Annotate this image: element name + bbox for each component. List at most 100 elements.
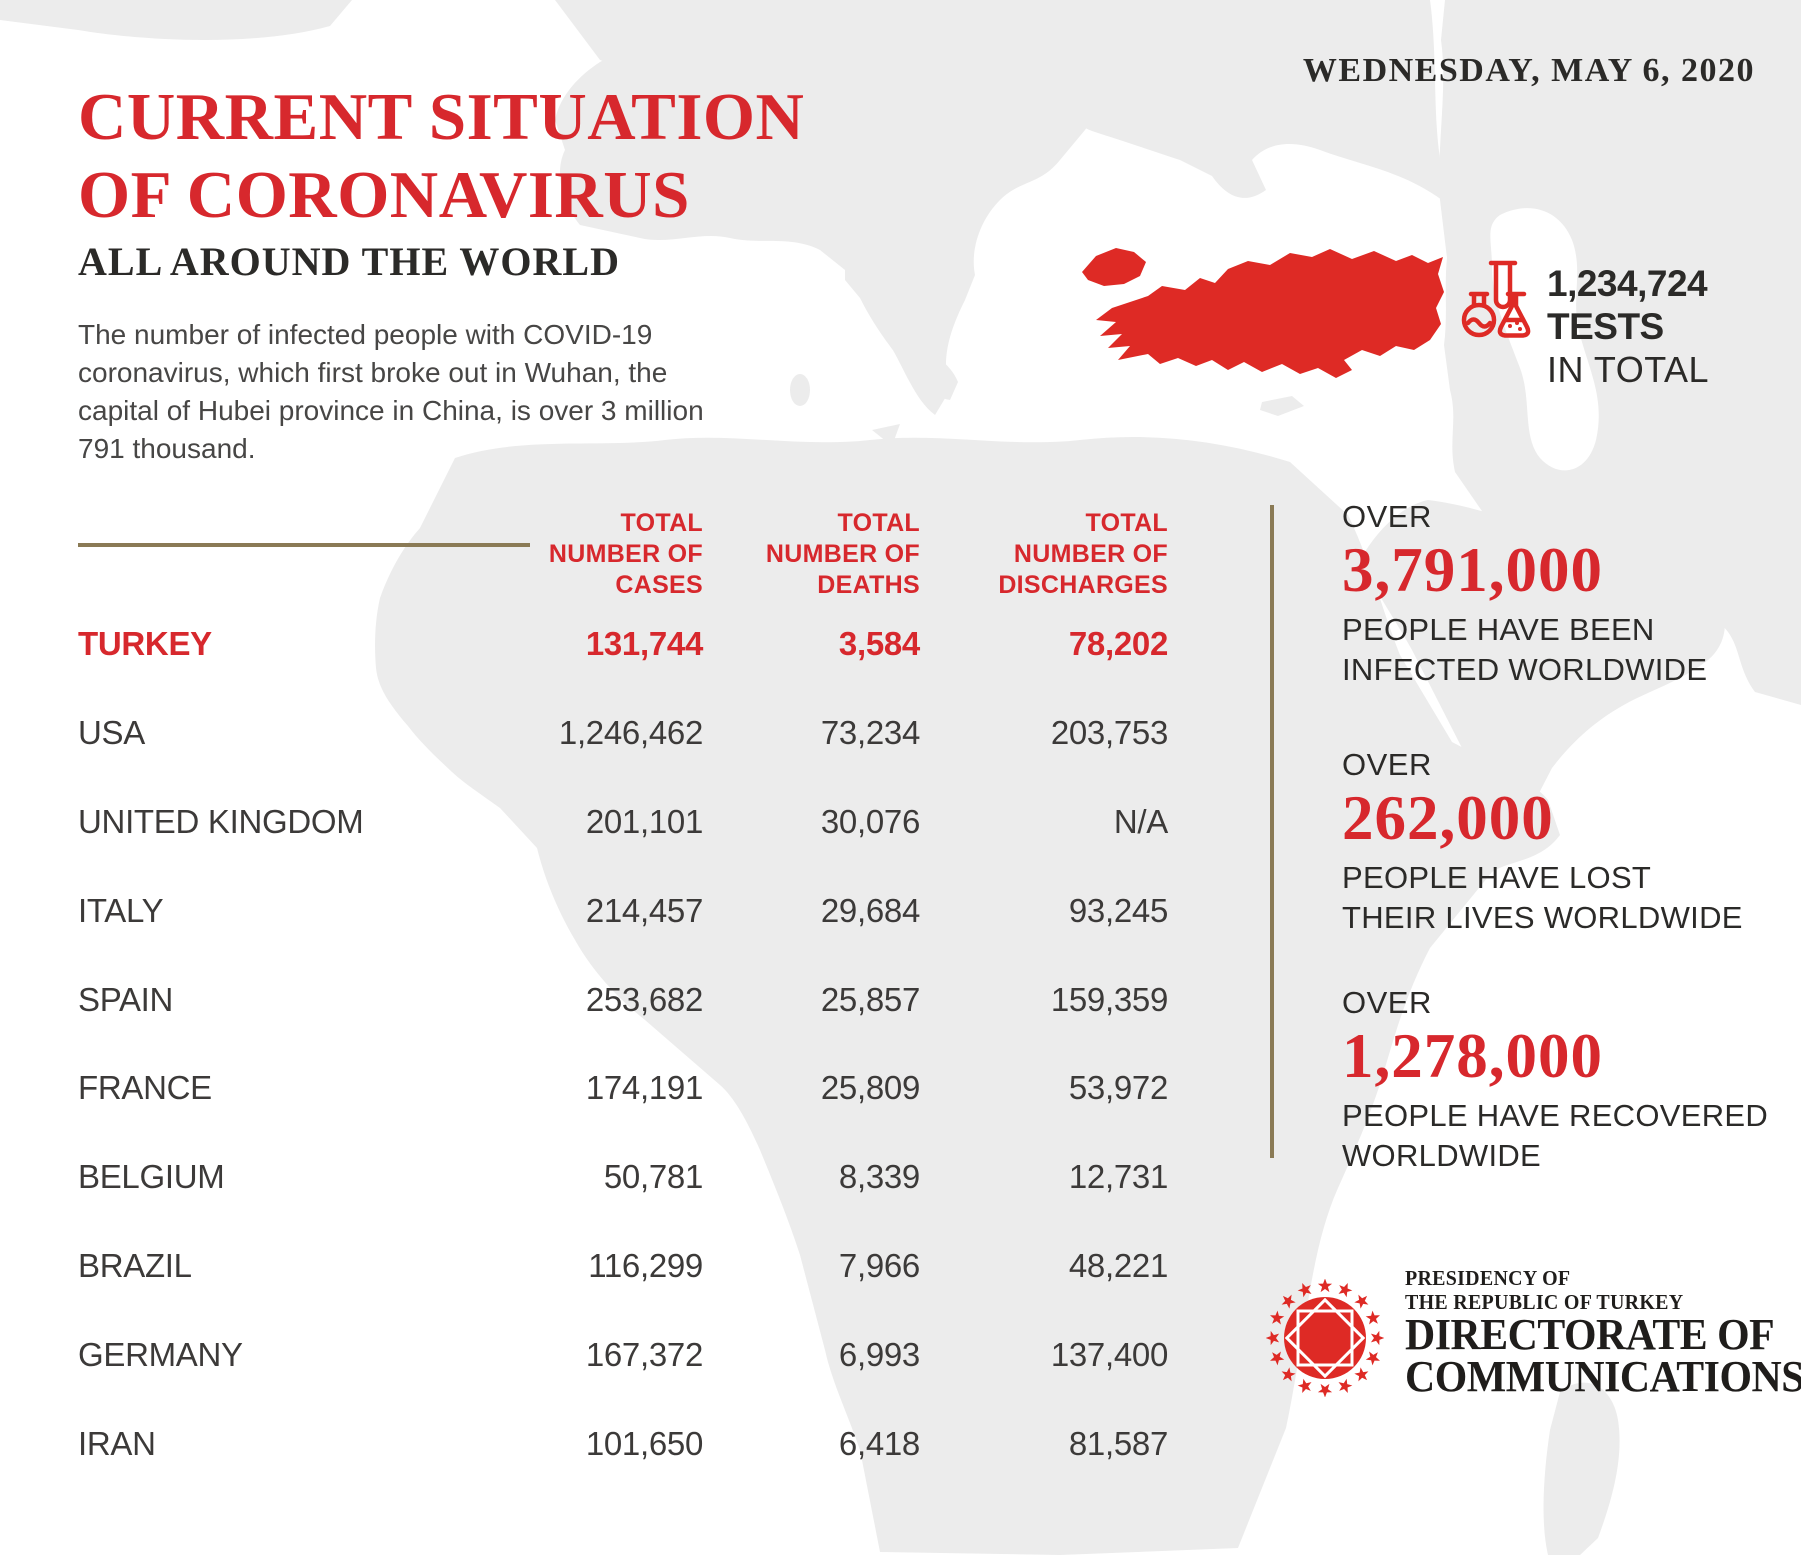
discharges-value: 93,245 [1068, 891, 1168, 929]
cases-value: 174,191 [585, 1069, 703, 1107]
stat-desc-line: WORLDWIDE [1342, 1138, 1542, 1173]
stat-recovered-worldwide: OVER 1,278,000 PEOPLE HAVE RECOVERED WOR… [1342, 986, 1801, 1176]
intro-line: capital of Hubei province in China, is o… [78, 395, 704, 426]
stat-over-label: OVER [1342, 985, 1432, 1020]
stat-value: 262,000 [1342, 783, 1554, 853]
intro-line: coronavirus, which first broke out in Wu… [78, 357, 668, 388]
country-table: TURKEY 131,744 3,584 78,202 USA 1,246,46… [78, 600, 1168, 1488]
map-land-africa [375, 436, 1561, 1555]
round-flask-bowl [1461, 302, 1497, 338]
map-island-sardinia [790, 374, 810, 406]
map-caspian-sea [1490, 208, 1599, 471]
table-header-row: TOTAL NUMBER OF CASES TOTAL NUMBER OF DE… [78, 508, 1168, 601]
map-turkey-highlight [1096, 249, 1444, 378]
map-land-italy [845, 260, 958, 400]
map-land-northwest [0, 0, 352, 40]
discharges-value: 12,731 [1068, 1158, 1168, 1196]
header-total-discharges: TOTAL NUMBER OF DISCHARGES [998, 509, 1168, 599]
country-label: BELGIUM [78, 1158, 225, 1196]
header-spacer [78, 508, 418, 601]
deaths-value: 25,809 [820, 1069, 920, 1107]
table-row-iran: IRAN 101,650 6,418 81,587 [78, 1399, 1168, 1488]
map-turkey-thrace [1082, 248, 1146, 286]
cases-value: 50,781 [603, 1158, 703, 1196]
stat-value: 3,791,000 [1342, 535, 1603, 605]
deaths-value: 73,234 [820, 714, 920, 752]
deaths-value: 25,857 [820, 980, 920, 1018]
country-label: ITALY [78, 891, 164, 929]
cases-value: 1,246,462 [558, 714, 703, 752]
cases-value: 101,650 [585, 1424, 703, 1462]
stat-desc-line: PEOPLE HAVE LOST [1342, 860, 1652, 895]
discharges-value: N/A [1113, 802, 1168, 840]
header-total-deaths: TOTAL NUMBER OF DEATHS [765, 509, 920, 599]
tests-total-label: IN TOTAL [1547, 349, 1710, 390]
deaths-value: 6,418 [838, 1424, 920, 1462]
stat-desc-line: INFECTED WORLDWIDE [1342, 652, 1708, 687]
tests-total-block: 1,234,724 TESTS IN TOTAL [1547, 262, 1801, 391]
deaths-value: 8,339 [838, 1158, 920, 1196]
stat-deaths-worldwide: OVER 262,000 PEOPLE HAVE LOST THEIR LIVE… [1342, 748, 1801, 938]
discharges-value: 48,221 [1068, 1246, 1168, 1284]
map-island-cyprus [1260, 396, 1304, 416]
table-row-belgium: BELGIUM 50,781 8,339 12,731 [78, 1133, 1168, 1222]
round-flask-wave [1465, 317, 1493, 329]
org-line: THE REPUBLIC OF TURKEY [1405, 1290, 1684, 1314]
org-line: PRESIDENCY OF [1405, 1266, 1571, 1290]
table-row-turkey: TURKEY 131,744 3,584 78,202 [78, 600, 1168, 689]
discharges-value: 137,400 [1050, 1335, 1168, 1373]
table-row-germany: GERMANY 167,372 6,993 137,400 [78, 1310, 1168, 1399]
stat-infected-worldwide: OVER 3,791,000 PEOPLE HAVE BEEN INFECTED… [1342, 500, 1801, 690]
title-line-1: CURRENT SITUATION [78, 80, 805, 154]
country-label: SPAIN [78, 980, 174, 1018]
stat-desc-line: THEIR LIVES WORLDWIDE [1342, 900, 1743, 935]
stat-value: 1,278,000 [1342, 1021, 1603, 1091]
test-tube [1493, 263, 1513, 310]
cases-value: 131,744 [585, 625, 703, 663]
table-row-italy: ITALY 214,457 29,684 93,245 [78, 866, 1168, 955]
deaths-value: 6,993 [838, 1335, 920, 1373]
country-label: IRAN [78, 1424, 156, 1462]
directorate-of-communications-wordmark: PRESIDENCY OF THE REPUBLIC OF TURKEY DIR… [1405, 1266, 1801, 1401]
cases-value: 214,457 [585, 891, 703, 929]
country-label: GERMANY [78, 1335, 243, 1373]
discharges-value: 78,202 [1068, 625, 1168, 663]
discharges-value: 203,753 [1050, 714, 1168, 752]
intro-line: The number of infected people with COVID… [78, 319, 653, 350]
discharges-value: 159,359 [1050, 980, 1168, 1018]
cases-value: 201,101 [585, 802, 703, 840]
stat-desc-line: PEOPLE HAVE RECOVERED [1342, 1098, 1769, 1133]
stat-over-label: OVER [1342, 499, 1432, 534]
country-label: FRANCE [78, 1069, 212, 1107]
deaths-value: 30,076 [820, 802, 920, 840]
deaths-value: 29,684 [820, 891, 920, 929]
table-row-usa: USA 1,246,462 73,234 203,753 [78, 689, 1168, 778]
tests-total-value: 1,234,724 TESTS [1547, 263, 1708, 347]
turkey-presidency-emblem-icon [1266, 1279, 1384, 1397]
country-label: UNITED KINGDOM [78, 802, 364, 840]
org-line: DIRECTORATE OF [1405, 1310, 1775, 1359]
map-land-europe [555, 38, 1103, 416]
org-line: COMMUNICATIONS [1405, 1352, 1801, 1401]
country-label: BRAZIL [78, 1246, 192, 1284]
lab-flasks-icon [1461, 260, 1531, 338]
intro-paragraph: The number of infected people with COVID… [78, 316, 704, 468]
cases-value: 167,372 [585, 1335, 703, 1373]
deaths-value: 7,966 [838, 1246, 920, 1284]
cases-value: 253,682 [585, 980, 703, 1018]
intro-line: 791 thousand. [78, 433, 256, 464]
table-row-united-kingdom: UNITED KINGDOM 201,101 30,076 N/A [78, 778, 1168, 867]
table-row-brazil: BRAZIL 116,299 7,966 48,221 [78, 1222, 1168, 1311]
discharges-value: 53,972 [1068, 1069, 1168, 1107]
country-label: TURKEY [78, 625, 212, 663]
title-line-2: OF CORONAVIRUS [78, 158, 690, 232]
page-subtitle: ALL AROUND THE WORLD [78, 239, 620, 284]
table-row-france: FRANCE 174,191 25,809 53,972 [78, 1044, 1168, 1133]
table-top-rule [78, 543, 530, 547]
page-title: CURRENT SITUATION OF CORONAVIRUS [78, 78, 804, 234]
stat-desc-line: PEOPLE HAVE BEEN [1342, 612, 1655, 647]
erlenmeyer-body [1497, 293, 1531, 338]
date: WEDNESDAY, MAY 6, 2020 [1302, 52, 1755, 89]
deaths-value: 3,584 [838, 625, 920, 663]
stats-divider [1270, 505, 1274, 1158]
